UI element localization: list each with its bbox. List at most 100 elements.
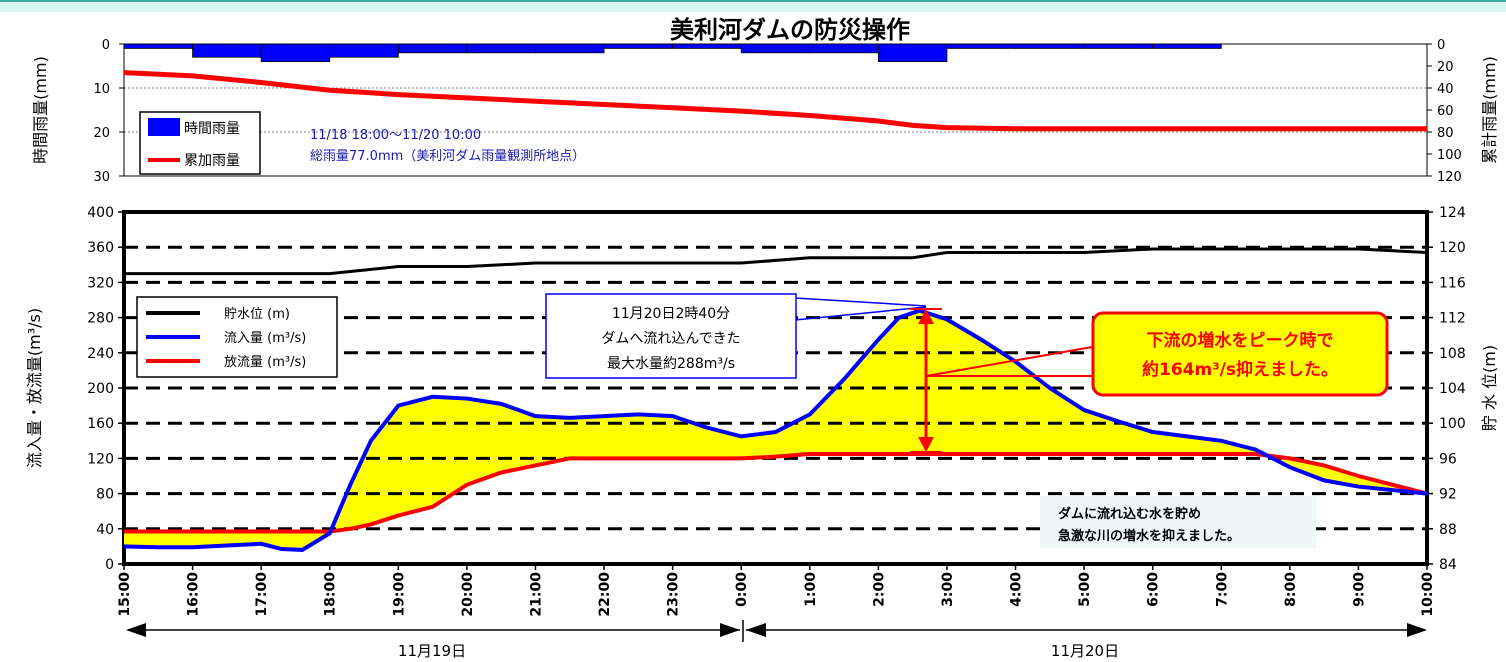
hourly-rain-bar xyxy=(192,43,262,58)
x-tick-label: 22:00 xyxy=(597,572,613,617)
hourly-rain-bar xyxy=(1152,43,1222,49)
reduction-callout-line-1: 下流の増水をピーク時で xyxy=(1147,330,1334,351)
reduction-arrow-head-down xyxy=(918,437,934,452)
x-axis-ticks: 15:00 16:00 17:00 18:00 19:00 20:00 21:00 22:00… xyxy=(117,564,1436,617)
hourly-rain-bar xyxy=(260,43,331,63)
hourly-rain-bar xyxy=(1083,43,1154,49)
x-tick-label: 5:00 xyxy=(1077,572,1093,607)
x-tick-label: 17:00 xyxy=(254,572,270,617)
main-right-tick-label: 100 xyxy=(1439,416,1466,432)
main-right-tick-label: 88 xyxy=(1439,522,1457,538)
main-right-tick-label: 112 xyxy=(1439,311,1466,327)
peak-callout-line-2: ダムへ流れ込んできた xyxy=(601,331,740,347)
main-left-tick-label: 320 xyxy=(87,275,114,291)
peak-callout-pointer xyxy=(794,297,927,307)
reduction-callout-box xyxy=(1091,311,1389,397)
peak-callout-box xyxy=(545,293,797,379)
x-tick-label: 8:00 xyxy=(1283,572,1299,607)
x-tick-label: 0:00 xyxy=(734,572,750,607)
reduction-annotation: 下流の増水をピーク時で 約164m³/s抑えました。 xyxy=(910,308,1389,453)
reduction-arrow-head-up xyxy=(918,309,934,324)
hourly-rain-bar xyxy=(397,43,468,54)
x-tick-label: 21:00 xyxy=(528,572,544,617)
bottom-note-line-1: ダムに流れ込む水を貯め xyxy=(1058,506,1201,522)
storage-fill-area xyxy=(124,310,1427,550)
x-tick-label: 19:00 xyxy=(391,572,407,617)
day-arrows: 11月19日 11月20日 xyxy=(126,620,1427,660)
peak-callout: 11月20日2時40分 ダムへ流れ込んできた 最大水量約288m³/s xyxy=(545,293,927,379)
x-tick-label: 20:00 xyxy=(460,572,476,617)
legend-storage-label: 貯水位 (m) xyxy=(224,307,290,322)
main-right-tick-label: 116 xyxy=(1439,275,1466,291)
main-right-tick-label: 92 xyxy=(1439,487,1457,503)
storage-fill-polygon xyxy=(124,310,1427,550)
rain-left-axis-label: 時間雨量(mm) xyxy=(31,56,50,164)
rain-right-tick-label: 0 xyxy=(1437,38,1445,53)
hourly-rain-bar xyxy=(809,43,879,54)
rain-right-tick-label: 40 xyxy=(1437,82,1454,97)
main-right-axis-label: 貯 水 位(m) xyxy=(1480,345,1499,431)
hourly-rain-bar xyxy=(877,43,948,63)
bottom-note: ダムに流れ込む水を貯め 急激な川の増水を抑えました。 xyxy=(1040,496,1316,548)
x-tick-label: 23:00 xyxy=(666,572,682,617)
bottom-note-box xyxy=(1040,496,1316,548)
main-right-tick-label: 120 xyxy=(1439,240,1466,256)
legend-inflow-label: 流入量 (m³/s) xyxy=(224,331,306,346)
hourly-rain-bar xyxy=(603,43,674,49)
rain-right-tick-label: 20 xyxy=(1437,60,1454,75)
main-left-tick-label: 400 xyxy=(87,205,114,221)
main-axis-ticks: 0 40 80 120 160 200 240 280 320 360 400 84 88 92 96 100… xyxy=(87,205,1466,573)
hourly-rain-bar xyxy=(740,43,811,54)
legend-cumulative-label: 累加雨量 xyxy=(184,153,240,169)
x-tick-label: 7:00 xyxy=(1214,572,1230,607)
main-legend: 貯水位 (m) 流入量 (m³/s) 放流量 (m³/s) xyxy=(136,296,338,378)
cumulative-rain-line xyxy=(123,70,1427,132)
day2-label: 11月20日 xyxy=(1051,642,1119,660)
x-tick-label: 4:00 xyxy=(1009,572,1025,607)
day1-arrow-right xyxy=(720,623,740,637)
main-left-tick-label: 160 xyxy=(87,416,114,432)
hourly-rain-swatch xyxy=(148,118,180,136)
peak-callout-line-3: 最大水量約288m³/s xyxy=(607,356,735,372)
main-right-tick-label: 84 xyxy=(1439,557,1457,573)
main-right-tick-label: 104 xyxy=(1439,381,1466,397)
day1-arrow-left xyxy=(126,623,146,637)
outflow-line xyxy=(124,452,1428,534)
inflow-line xyxy=(123,308,1428,552)
rain-right-tick-label: 60 xyxy=(1437,104,1454,119)
reduction-callout-line-2: 約164m³/s抑えました。 xyxy=(1142,359,1338,380)
rain-legend: 時間雨量 累加雨量 xyxy=(139,111,261,175)
main-left-tick-label: 120 xyxy=(87,451,114,467)
rain-right-tick-label: 120 xyxy=(1437,170,1462,185)
main-right-tick-label: 108 xyxy=(1439,346,1466,362)
rain-total-note: 総雨量77.0mm（美利河ダム雨量観測所地点） xyxy=(310,149,585,164)
main-right-tick-label: 124 xyxy=(1439,205,1466,221)
x-tick-label: 2:00 xyxy=(871,572,887,607)
rain-left-tick-label: 20 xyxy=(93,126,110,141)
header-band xyxy=(0,0,1506,12)
hourly-rain-bar xyxy=(672,43,742,49)
hourly-rain-bar xyxy=(946,43,1016,49)
hourly-rain-bars xyxy=(123,43,1222,63)
x-tick-label: 9:00 xyxy=(1351,572,1367,607)
hourly-rain-bar xyxy=(535,43,605,54)
x-tick-label: 16:00 xyxy=(186,572,202,617)
main-left-tick-label: 0 xyxy=(105,557,114,573)
rain-left-tick-label: 10 xyxy=(93,82,110,97)
main-left-tick-label: 80 xyxy=(96,487,114,503)
x-tick-label: 18:00 xyxy=(323,572,339,617)
rain-left-tick-label: 30 xyxy=(93,170,110,185)
rain-right-axis-label: 累計雨量(mm) xyxy=(1480,56,1499,164)
day2-arrow-right xyxy=(1407,623,1427,637)
peak-callout-line-1: 11月20日2時40分 xyxy=(612,306,730,322)
rain-right-tick-label: 100 xyxy=(1437,148,1462,163)
bottom-note-line-2: 急激な川の増水を抑えました。 xyxy=(1058,528,1240,544)
rain-axis-ticks: 0 10 20 30 0 20 40 60 80 100 120 xyxy=(93,38,1461,185)
x-tick-label: 6:00 xyxy=(1146,572,1162,607)
x-tick-label: 3:00 xyxy=(940,572,956,607)
main-left-tick-label: 40 xyxy=(96,522,114,538)
legend-hourly-label: 時間雨量 xyxy=(184,121,240,137)
rain-period-note: 11/18 18:00～11/20 10:00 xyxy=(310,128,481,143)
